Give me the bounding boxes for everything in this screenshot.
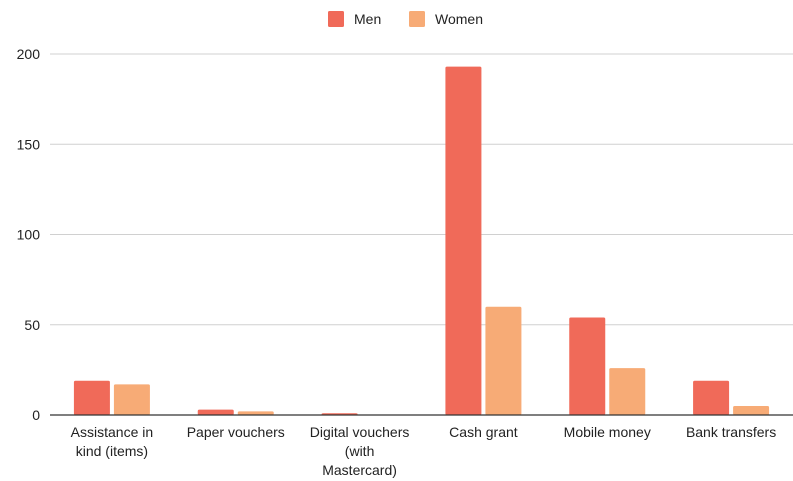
- x-category-label: Bank transfers: [686, 424, 776, 440]
- y-tick-label: 100: [17, 227, 41, 243]
- y-tick-label: 0: [32, 407, 40, 423]
- bar-men-1: [197, 409, 234, 415]
- bar-women-1: [237, 411, 274, 415]
- bar-women-5: [733, 405, 770, 415]
- y-axis-ticks: 0 50 100 150 200: [17, 46, 41, 423]
- x-category-label: Cash grant: [449, 424, 518, 440]
- bar-women-0: [113, 384, 150, 415]
- legend-swatch-men: [328, 11, 344, 27]
- legend-label-men: Men: [354, 11, 381, 27]
- legend: Men Women: [328, 11, 483, 27]
- y-tick-label: 200: [17, 46, 41, 62]
- y-tick-label: 50: [24, 317, 40, 333]
- bar-men-0: [73, 380, 110, 415]
- x-category-label: Mobile money: [564, 424, 651, 440]
- legend-swatch-women: [409, 11, 425, 27]
- bar-men-4: [569, 317, 606, 415]
- x-category-label: Digital vouchers (with Mastercard): [310, 424, 410, 478]
- bars: [73, 66, 770, 415]
- x-axis-labels: Assistance in kind (items) Paper vouchers D…: [71, 424, 777, 478]
- gridlines: [50, 53, 793, 326]
- bar-men-3: [445, 66, 482, 415]
- x-category-label: Assistance in kind (items): [71, 424, 153, 459]
- bar-women-3: [485, 306, 522, 415]
- bar-women-4: [609, 368, 646, 415]
- bar-men-5: [693, 380, 730, 415]
- y-tick-label: 150: [17, 136, 41, 152]
- legend-label-women: Women: [435, 11, 483, 27]
- x-category-label: Paper vouchers: [187, 424, 285, 440]
